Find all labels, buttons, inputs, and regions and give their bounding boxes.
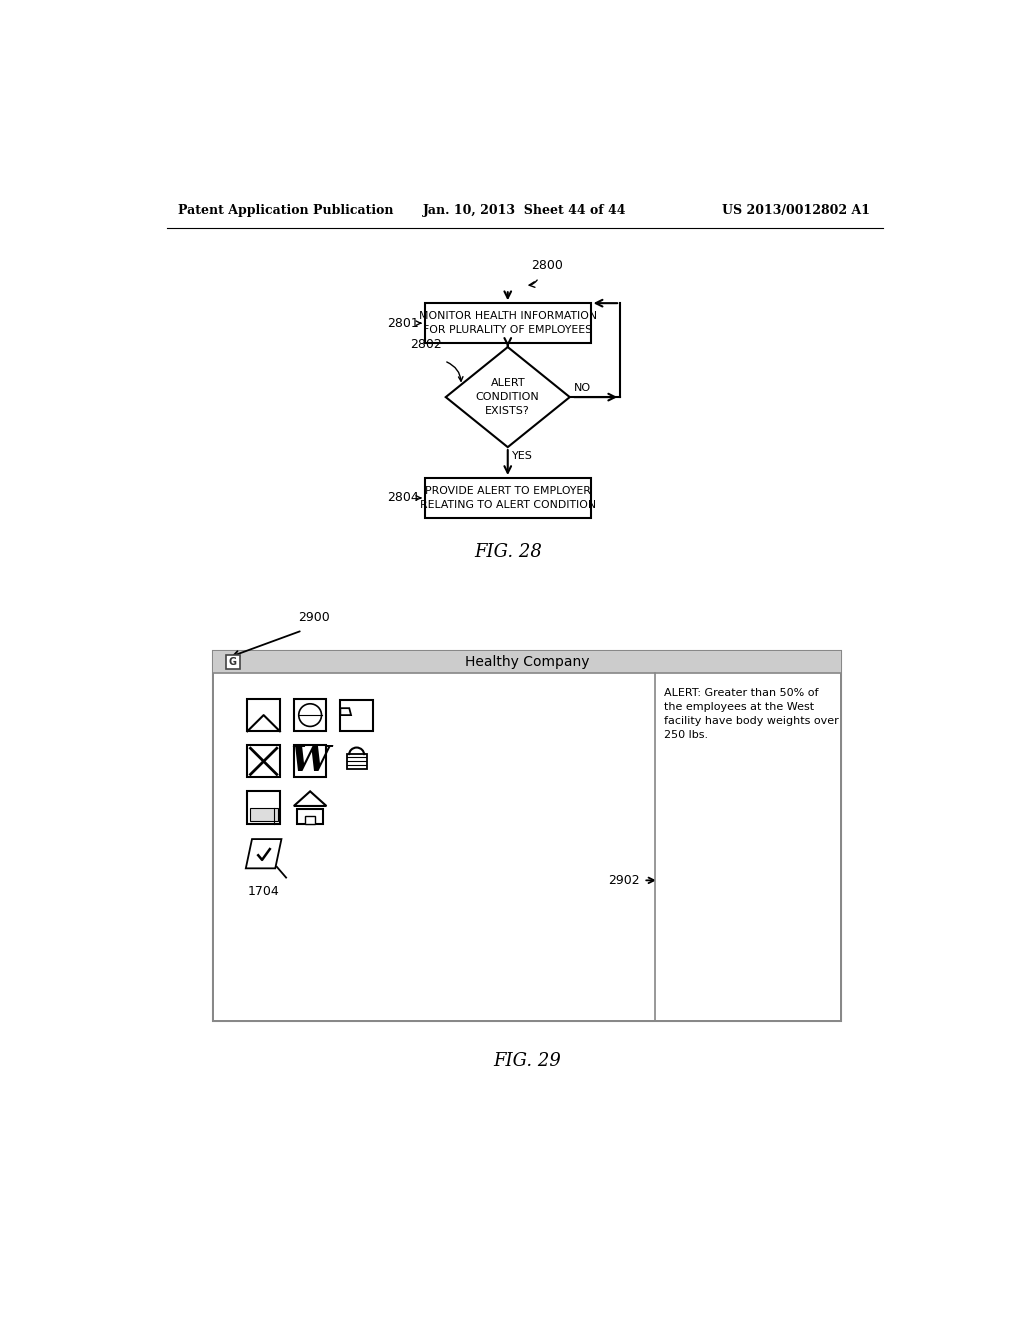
Bar (250, 808, 278, 821)
Text: W: W (291, 744, 330, 779)
Text: 2804: 2804 (388, 491, 420, 504)
Text: FIG. 28: FIG. 28 (474, 544, 542, 561)
Bar (248, 792, 280, 824)
Polygon shape (294, 792, 327, 807)
Bar (225, 655, 240, 669)
Text: 1704: 1704 (248, 886, 280, 899)
Polygon shape (445, 347, 569, 447)
Text: Healthy Company: Healthy Company (465, 655, 590, 669)
Text: 2801: 2801 (388, 317, 420, 330)
FancyBboxPatch shape (340, 701, 373, 731)
Polygon shape (246, 840, 282, 869)
Text: PROVIDE ALERT TO EMPLOYER
RELATING TO ALERT CONDITION: PROVIDE ALERT TO EMPLOYER RELATING TO AL… (420, 486, 596, 510)
Text: FIG. 29: FIG. 29 (494, 1052, 561, 1069)
Bar (294, 744, 327, 777)
Text: YES: YES (512, 451, 534, 461)
Text: ALERT: Greater than 50% of
the employees at the West
facility have body weights : ALERT: Greater than 50% of the employees… (665, 688, 839, 741)
Bar (214, 673, 655, 1020)
Polygon shape (340, 708, 351, 715)
Text: ALERT
CONDITION
EXISTS?: ALERT CONDITION EXISTS? (476, 378, 540, 416)
Bar (425, 304, 592, 343)
Bar (248, 700, 280, 731)
Text: 2900: 2900 (298, 611, 330, 624)
Text: NO: NO (573, 383, 591, 393)
Bar (297, 809, 324, 824)
Bar (425, 478, 592, 517)
Text: Jan. 10, 2013  Sheet 44 of 44: Jan. 10, 2013 Sheet 44 of 44 (423, 205, 627, 218)
Text: US 2013/0012802 A1: US 2013/0012802 A1 (723, 205, 870, 218)
Text: Patent Application Publication: Patent Application Publication (178, 205, 394, 218)
Text: MONITOR HEALTH INFORMATION
FOR PLURALITY OF EMPLOYEES: MONITOR HEALTH INFORMATION FOR PLURALITY… (419, 312, 597, 335)
Text: 2802: 2802 (411, 338, 442, 351)
Bar (305, 816, 314, 824)
Bar (294, 700, 327, 731)
Text: G: G (228, 657, 237, 667)
Bar (346, 754, 367, 770)
Bar (655, 673, 841, 1020)
Text: 2902: 2902 (608, 874, 640, 887)
Bar (213, 651, 841, 673)
Bar (213, 651, 841, 1020)
Bar (248, 744, 280, 777)
Text: 2800: 2800 (531, 259, 563, 272)
